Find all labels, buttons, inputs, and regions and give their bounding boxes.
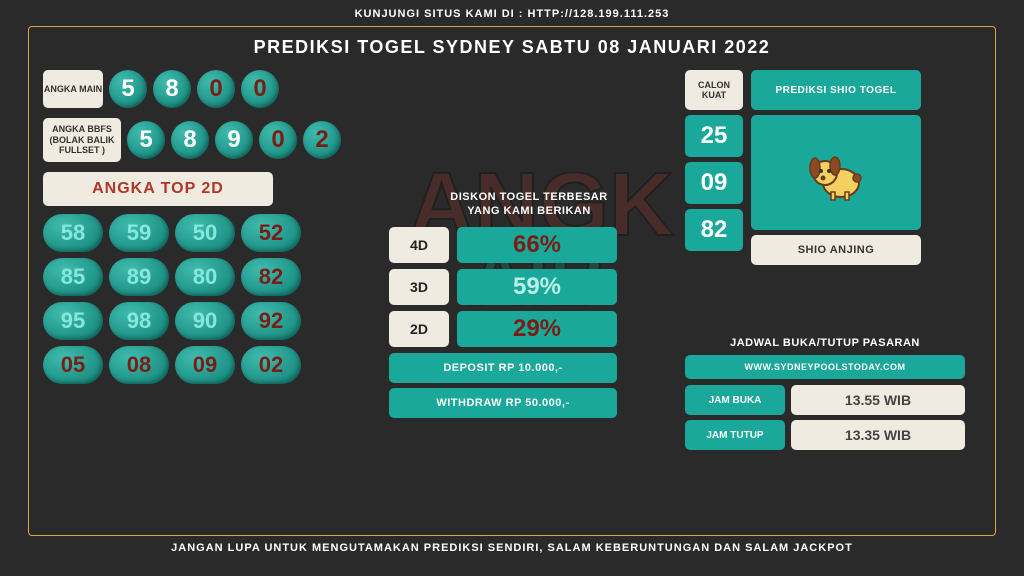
ball: 0	[259, 121, 297, 159]
top2d-pill: 92	[241, 302, 301, 340]
header-url: KUNJUNGI SITUS KAMI DI : HTTP://128.199.…	[28, 8, 996, 20]
top2d-pill: 52	[241, 214, 301, 252]
calon-num: 25	[685, 115, 743, 157]
angka-main-label: ANGKA MAIN	[43, 70, 103, 108]
angka-bbfs-row: ANGKA BBFS (BOLAK BALIK FULLSET ) 5 8 9 …	[43, 118, 343, 162]
deposit-box: DEPOSIT RP 10.000,-	[389, 353, 617, 383]
top2d-pill: 95	[43, 302, 103, 340]
ball: 2	[303, 121, 341, 159]
diskon-label: 4D	[389, 227, 449, 263]
diskon-value: 66%	[457, 227, 617, 263]
top2d-pill: 58	[43, 214, 103, 252]
top2d-pill: 08	[109, 346, 169, 384]
diskon-row: 2D29%	[389, 311, 669, 347]
ball: 5	[109, 70, 147, 108]
top2d-pill: 09	[175, 346, 235, 384]
top2d-pill: 90	[175, 302, 235, 340]
diskon-label: 2D	[389, 311, 449, 347]
top2d-pill: 89	[109, 258, 169, 296]
top2d-pill: 98	[109, 302, 169, 340]
page-title: PREDIKSI TOGEL SYDNEY SABTU 08 JANUARI 2…	[43, 37, 981, 58]
ball: 8	[153, 70, 191, 108]
top2d-pill: 80	[175, 258, 235, 296]
shio-header: PREDIKSI SHIO TOGEL	[751, 70, 921, 110]
jam-buka-label: JAM BUKA	[685, 385, 785, 415]
top2d-header: ANGKA TOP 2D	[43, 172, 273, 206]
calon-num: 09	[685, 162, 743, 204]
top2d-pill: 85	[43, 258, 103, 296]
diskon-value: 59%	[457, 269, 617, 305]
top2d-pill: 02	[241, 346, 301, 384]
jam-buka-val: 13.55 WIB	[791, 385, 965, 415]
top2d-pill: 05	[43, 346, 103, 384]
diskon-row: 3D59%	[389, 269, 669, 305]
shio-name: SHIO ANJING	[751, 235, 921, 265]
jam-tutup-label: JAM TUTUP	[685, 420, 785, 450]
top2d-pill: 59	[109, 214, 169, 252]
ball: 0	[197, 70, 235, 108]
ball: 8	[171, 121, 209, 159]
diskon-row: 4D66%	[389, 227, 669, 263]
footer-text: JANGAN LUPA UNTUK MENGUTAMAKAN PREDIKSI …	[28, 542, 996, 554]
top2d-grid: 58595052 85898082 95989092 05080902	[43, 214, 343, 384]
jadwal-title: JADWAL BUKA/TUTUP PASARAN	[685, 337, 965, 349]
jam-tutup-val: 13.35 WIB	[791, 420, 965, 450]
top2d-pill: 50	[175, 214, 235, 252]
jadwal-url: WWW.SYDNEYPOOLSTODAY.COM	[685, 355, 965, 379]
top2d-pill: 82	[241, 258, 301, 296]
main-frame: PREDIKSI TOGEL SYDNEY SABTU 08 JANUARI 2…	[28, 26, 996, 536]
angka-main-row: ANGKA MAIN 5 8 0 0	[43, 70, 343, 108]
angka-bbfs-label: ANGKA BBFS (BOLAK BALIK FULLSET )	[43, 118, 121, 162]
diskon-title: DISKON TOGEL TERBESARYANG KAMI BERIKAN	[389, 190, 669, 219]
ball: 9	[215, 121, 253, 159]
shio-image	[751, 115, 921, 230]
diskon-label: 3D	[389, 269, 449, 305]
ball: 0	[241, 70, 279, 108]
withdraw-box: WITHDRAW RP 50.000,-	[389, 388, 617, 418]
calon-num: 82	[685, 209, 743, 251]
ball: 5	[127, 121, 165, 159]
calon-label: CALON KUAT	[685, 70, 743, 110]
dog-icon	[801, 138, 871, 208]
diskon-value: 29%	[457, 311, 617, 347]
